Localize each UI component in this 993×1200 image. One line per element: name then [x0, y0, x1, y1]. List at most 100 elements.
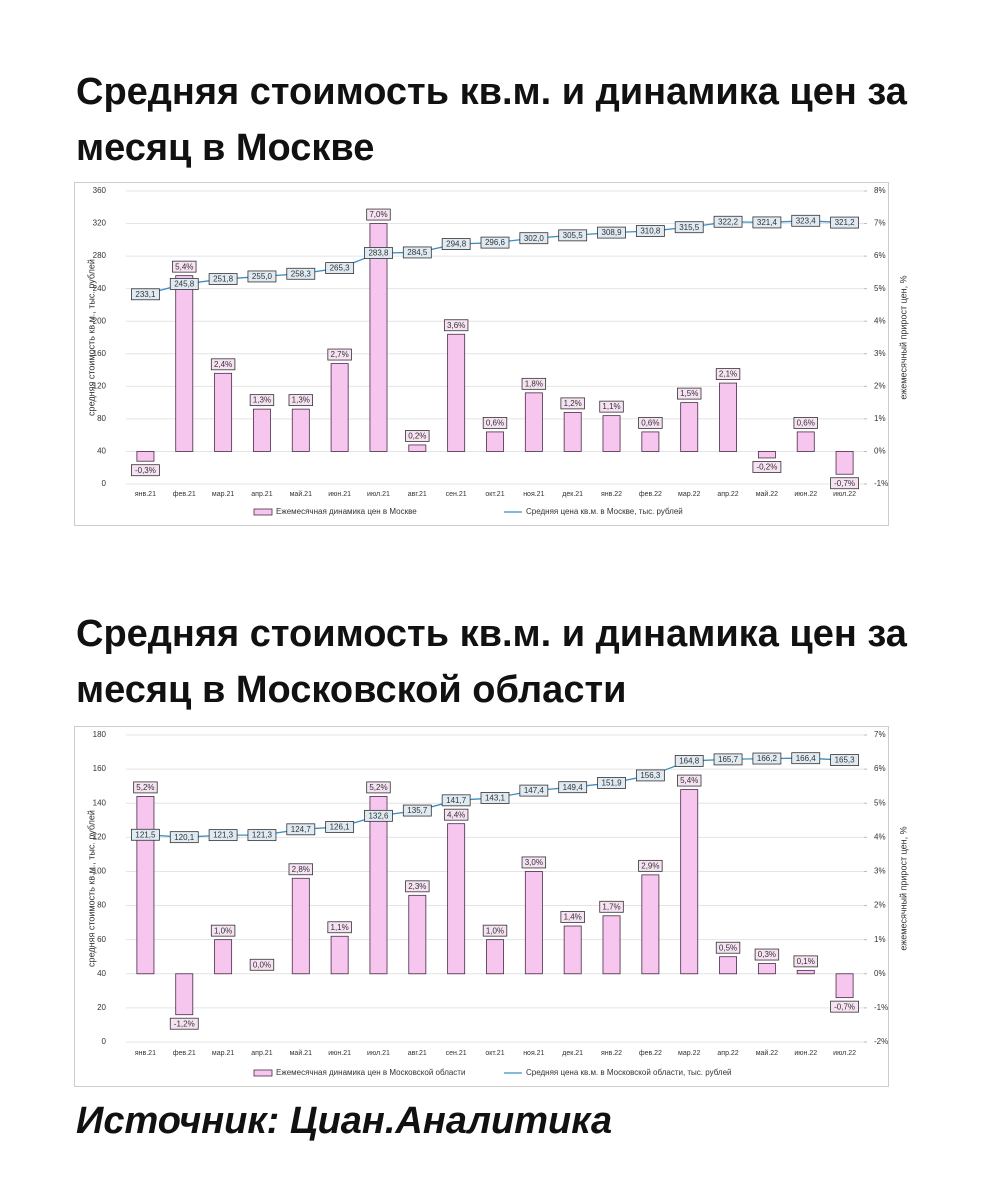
data-label-box [635, 225, 665, 237]
legend-label: Средняя цена кв.м. в Московской области,… [526, 1068, 732, 1077]
data-label: -0,2% [756, 463, 777, 472]
data-label: 1,1% [331, 923, 349, 932]
data-label-box [677, 774, 702, 787]
x-tick-label: окт.21 [485, 491, 504, 498]
data-label-box [327, 921, 352, 934]
data-label: 2,3% [408, 882, 426, 891]
data-label-box [402, 804, 432, 817]
data-label-box [441, 794, 471, 807]
data-label: 7,0% [369, 210, 387, 219]
data-label-box [210, 358, 236, 371]
x-tick-label: апр.21 [251, 491, 272, 498]
y2-axis-title: ежемесячный прирост цен, % [898, 826, 908, 950]
data-label: 1,3% [253, 396, 271, 405]
y-tick-label: 80 [97, 414, 106, 423]
bar [214, 372, 233, 452]
bar [136, 796, 155, 975]
y2-tick-label: 4% [874, 316, 886, 325]
data-label: 258,3 [291, 269, 312, 278]
chart-frame [74, 726, 889, 1087]
bar [563, 925, 582, 975]
x-tick-label: фев.22 [639, 1050, 662, 1057]
data-label: 0,6% [641, 419, 659, 428]
legend-label: Ежемесячная динамика цен в Москве [276, 507, 417, 516]
bar [408, 894, 427, 975]
data-label: 2,8% [292, 865, 310, 874]
bar [291, 408, 310, 452]
bar [253, 408, 271, 452]
data-label-box [715, 941, 741, 954]
x-tick-label: янв.21 [135, 1050, 156, 1057]
y2-tick-label: 5% [874, 798, 886, 807]
y-tick-label: 60 [97, 935, 106, 944]
bar [796, 969, 815, 975]
bar [447, 333, 466, 452]
x-tick-label: мар.21 [212, 491, 234, 498]
data-label-box [247, 829, 277, 842]
x-tick-label: янв.22 [601, 1050, 622, 1057]
data-label-box [597, 777, 626, 789]
x-tick-label: мар.22 [678, 1050, 700, 1057]
data-label-box [402, 246, 432, 259]
data-label-box [172, 260, 197, 273]
data-label: 151,9 [602, 779, 623, 788]
data-label-box [752, 461, 782, 473]
data-label-box [638, 417, 663, 429]
data-label-box [752, 752, 782, 765]
data-label: 0,2% [408, 432, 426, 441]
y2-tick-label: 6% [874, 764, 886, 773]
data-label: 124,7 [291, 825, 312, 834]
chart-title: Средняя стоимость кв.м. и динамика цен з… [76, 613, 907, 711]
data-label-box [131, 288, 160, 301]
data-label: 0,6% [797, 419, 815, 428]
data-label: 1,4% [564, 913, 582, 922]
data-label: 0,3% [758, 950, 776, 959]
data-label-box [482, 924, 508, 937]
data-label: 135,7 [407, 806, 428, 815]
data-label-box [247, 270, 277, 283]
y2-tick-label: -2% [874, 1037, 888, 1046]
bar [680, 789, 699, 975]
data-label: 1,3% [292, 396, 310, 405]
y-tick-label: 360 [93, 186, 107, 195]
data-label: 321,2 [835, 218, 856, 227]
x-tick-label: май.21 [290, 1049, 312, 1057]
y2-tick-label: -1% [874, 1003, 888, 1012]
data-label: 156,3 [640, 771, 661, 780]
x-tick-label: июн.21 [328, 1050, 351, 1057]
data-label-box [713, 753, 743, 766]
bar [563, 411, 582, 452]
data-label: 149,4 [563, 783, 584, 792]
data-label-box [521, 856, 547, 869]
bar [757, 963, 776, 975]
data-label: 5,2% [369, 783, 387, 792]
data-label-box [325, 821, 355, 833]
x-tick-label: ноя.21 [523, 491, 544, 498]
x-tick-label: фев.22 [639, 491, 662, 498]
data-label-box [635, 769, 665, 782]
y2-tick-label: 7% [874, 730, 886, 739]
chart: 0 40 80 120 160 200 240 280 320 360 -1% 0% 1% 2% 3% 4% 5… [74, 182, 908, 526]
x-tick-label: апр.22 [717, 491, 738, 498]
data-label: 1,1% [602, 402, 620, 411]
y-tick-label: 120 [93, 381, 107, 390]
legend-swatch [253, 1069, 273, 1077]
source: Источник: Циан.Аналитика [76, 1100, 613, 1142]
data-label: 121,5 [135, 830, 156, 839]
y-tick-label: 80 [97, 901, 106, 910]
data-label-box [521, 377, 547, 390]
data-label: 310,8 [640, 227, 661, 236]
data-label-box [286, 267, 316, 280]
data-label-box [169, 278, 199, 290]
data-label-box [366, 208, 391, 221]
data-label: 132,6 [368, 811, 389, 820]
y-tick-label: 240 [93, 284, 107, 293]
data-label: 321,4 [757, 218, 778, 227]
data-label: 121,3 [213, 831, 234, 840]
y-tick-label: 0 [102, 479, 107, 488]
x-tick-label: фев.21 [173, 491, 196, 498]
data-label: 315,5 [679, 223, 700, 232]
data-label-box [830, 1000, 859, 1013]
bar [136, 451, 155, 462]
